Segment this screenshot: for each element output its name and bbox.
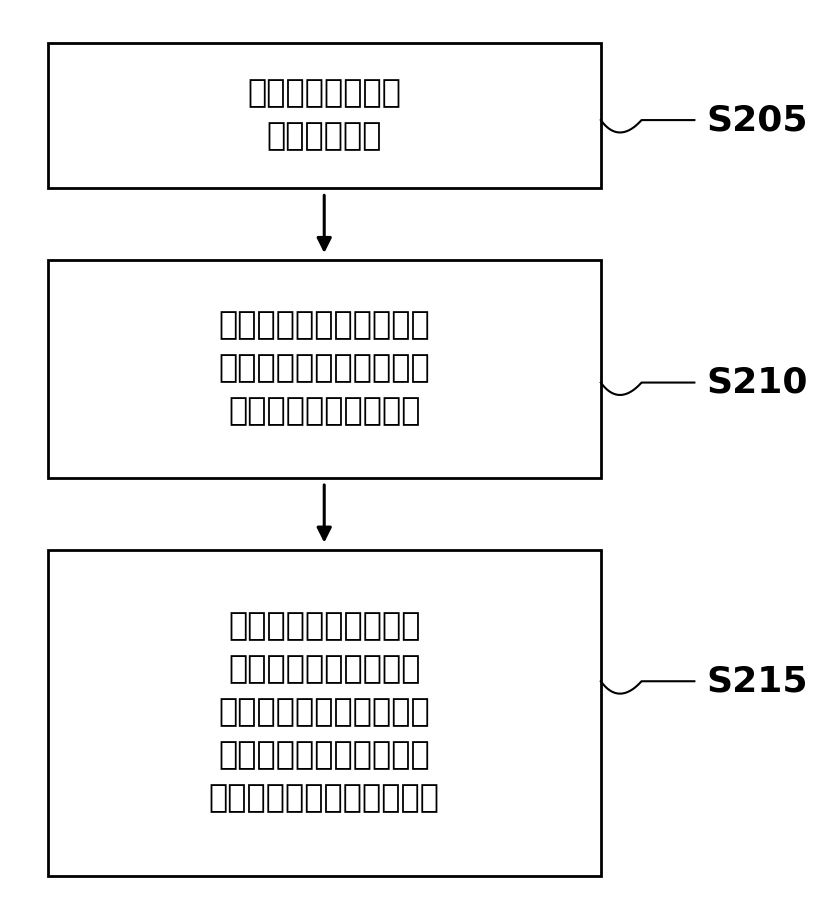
Text: 根据至少三个指定点的
坐标信息以及通过取像
装置拍摄定位标签所获得
的影像来计算出取像装置
于世界坐标系统的目标位置: 根据至少三个指定点的 坐标信息以及通过取像 装置拍摄定位标签所获得 的影像来计算…: [209, 611, 440, 814]
Text: S210: S210: [706, 366, 808, 400]
Bar: [48, 43, 601, 188]
Text: 通过设置取像装置
拍摄定位标签: 通过设置取像装置 拍摄定位标签: [247, 78, 401, 153]
Text: S215: S215: [706, 664, 808, 698]
Text: 根据该定位标签来获得该
至少三个指定点于一世界
坐标系统中的坐标信息: 根据该定位标签来获得该 至少三个指定点于一世界 坐标系统中的坐标信息: [219, 311, 430, 427]
Text: S205: S205: [706, 103, 808, 137]
Bar: [48, 550, 601, 876]
Bar: [48, 260, 601, 478]
